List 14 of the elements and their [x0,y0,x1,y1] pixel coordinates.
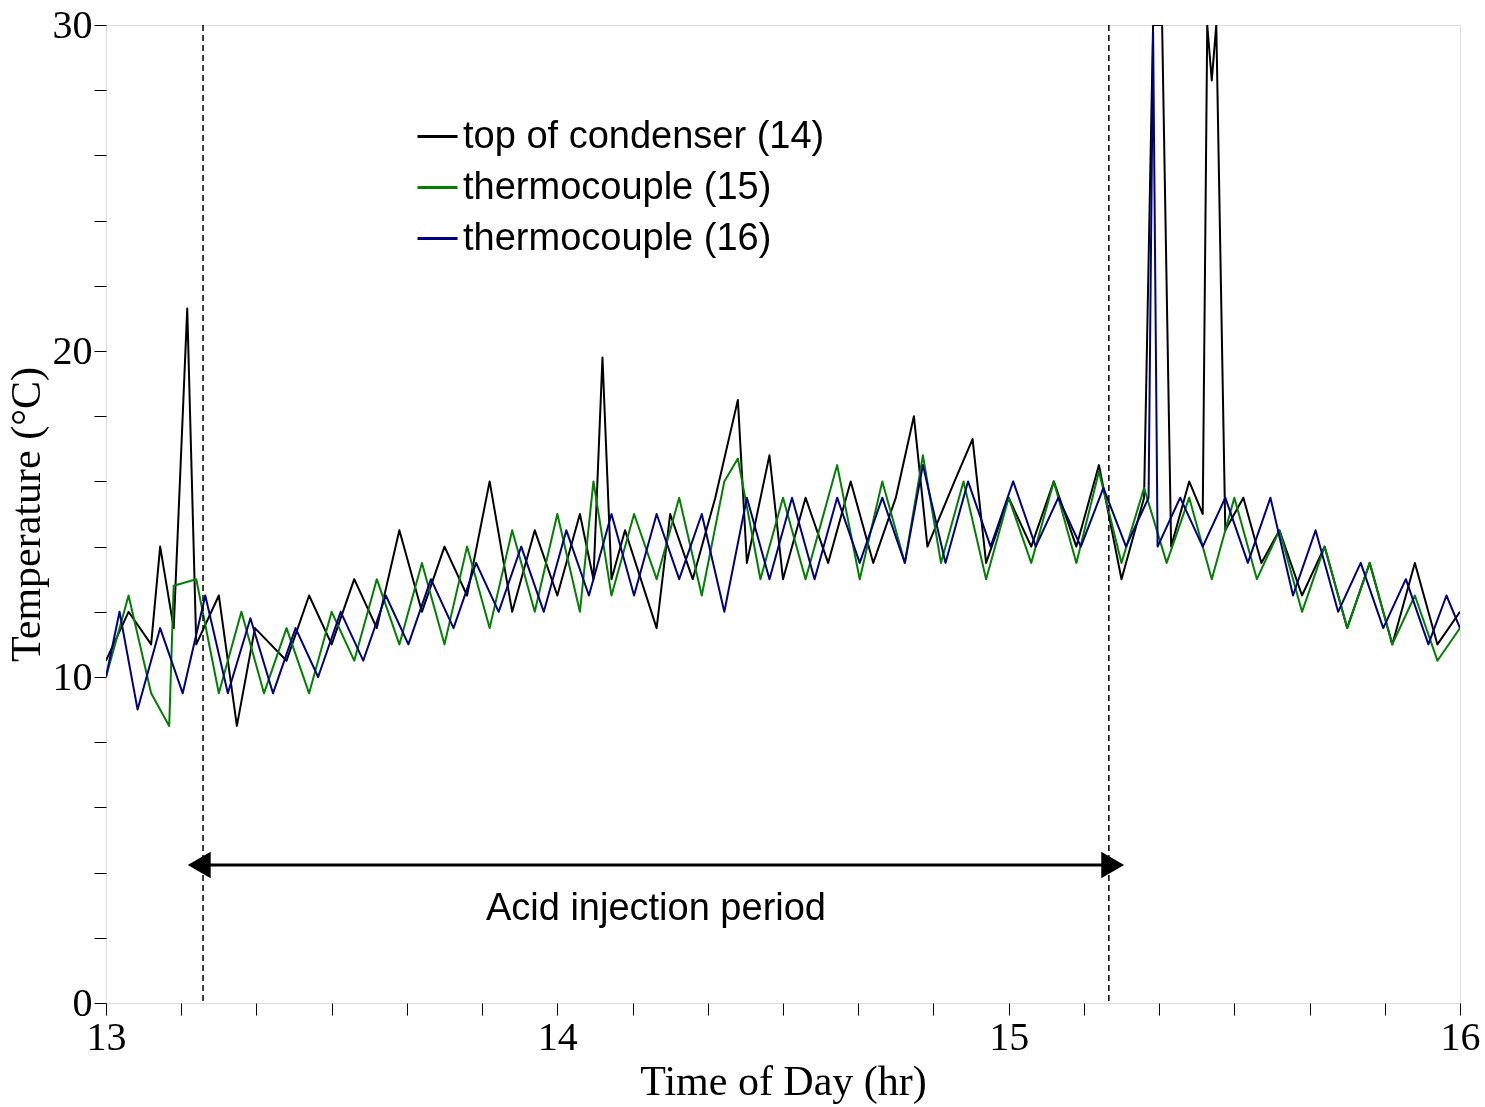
y-tick-label: 10 [52,653,93,699]
y-axis-title: Temperature (°C) [2,367,50,662]
legend-label: thermocouple (16) [463,215,772,258]
legend-label: top of condenser (14) [463,113,825,156]
x-tick-label: 16 [1440,1013,1481,1059]
y-tick-label: 0 [72,979,93,1025]
x-tick-label: 15 [989,1013,1030,1059]
y-tick-label: 20 [52,327,93,373]
x-axis-title: Time of Day (hr) [640,1057,927,1105]
y-tick-label: 30 [52,1,93,47]
legend-label: thermocouple (15) [463,164,772,207]
x-tick-label: 14 [537,1013,578,1059]
annotation: Acid injection period [485,886,826,928]
line-series [106,454,1460,727]
